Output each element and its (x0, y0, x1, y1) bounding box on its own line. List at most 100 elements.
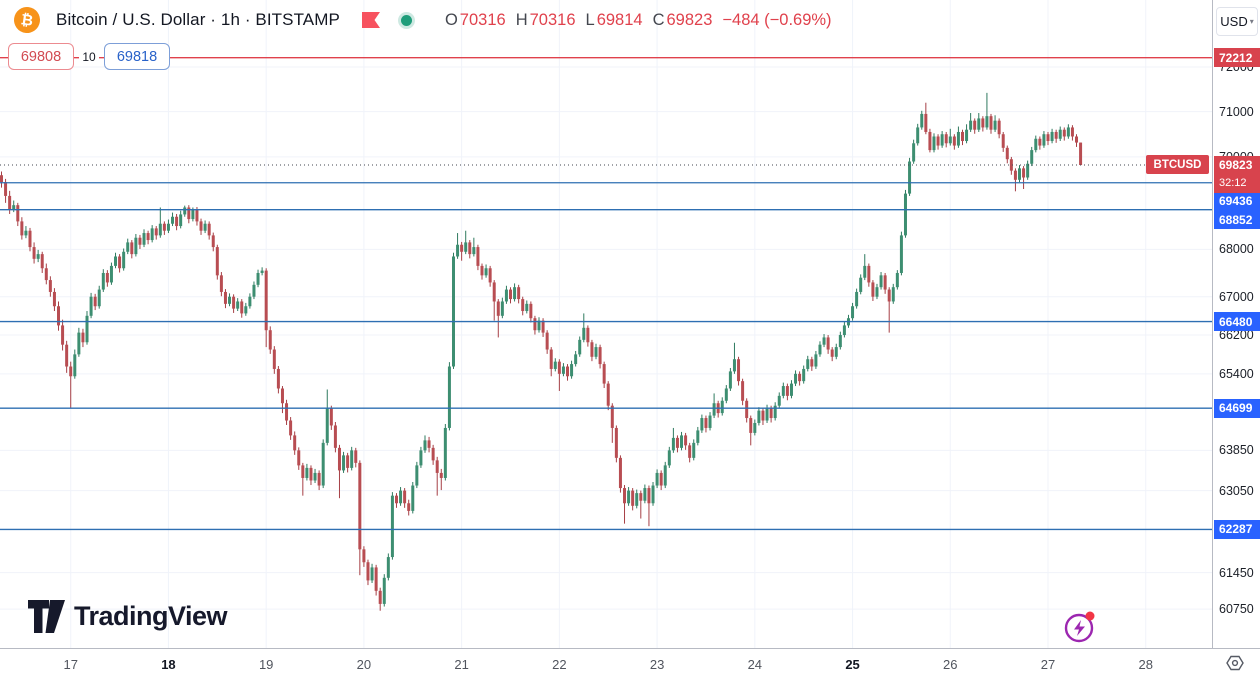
candle-body (525, 303, 529, 312)
open-value: 70316 (459, 10, 506, 29)
candle-body (1070, 127, 1074, 137)
candle-body (374, 567, 378, 591)
candle-body (333, 425, 337, 448)
price-tick-label: 60750 (1219, 602, 1254, 617)
candle-body (244, 306, 248, 314)
time-tick-label: 28 (1138, 657, 1153, 672)
time-tick-label: 26 (943, 657, 958, 672)
candle-body (114, 256, 118, 266)
low-label: L (585, 10, 595, 29)
tradingview-logo[interactable]: TradingView (28, 600, 228, 633)
candle-body (101, 272, 105, 290)
candle-body (614, 427, 618, 458)
candle-body (623, 488, 627, 504)
flag-icon[interactable] (361, 12, 380, 28)
candle-body (77, 332, 81, 355)
candle-body (651, 485, 655, 504)
symbol-title[interactable]: Bitcoin / U.S. Dollar · 1h · BITSTAMP (56, 10, 340, 29)
candle-body (297, 450, 301, 466)
candle-body (1013, 170, 1017, 180)
buy-price-button[interactable]: 69818 (104, 43, 170, 70)
candle-body (191, 209, 195, 220)
candle-body (602, 364, 606, 384)
price-line-label: 66480 (1214, 312, 1260, 332)
candle-body (1005, 147, 1009, 160)
candle-body (260, 270, 264, 273)
time-tick-label: 18 (161, 657, 176, 672)
candle-body (215, 247, 219, 276)
candle-body (675, 437, 679, 448)
candle-body (557, 361, 561, 374)
candle-body (272, 349, 276, 369)
candle-body (960, 131, 964, 142)
candle-body (708, 415, 712, 428)
candle-body (28, 230, 32, 248)
time-tick-label: 21 (454, 657, 469, 672)
candle-body (134, 237, 138, 255)
candle-body (838, 335, 842, 348)
candle-body (639, 493, 643, 501)
time-tick-label: 19 (258, 657, 274, 672)
candle-body (822, 337, 826, 345)
price-tick-label: 61450 (1219, 565, 1254, 580)
candle-body (460, 244, 464, 252)
current-price-label: 69823 32:12 (1214, 155, 1260, 193)
candlestick-chart-canvas[interactable] (0, 0, 1212, 648)
time-axis[interactable]: 17 18 19 20 21 22 23 24 25 26 27 28 (0, 648, 1260, 678)
candle-body (533, 318, 537, 331)
candle-body (354, 450, 358, 463)
candle-body (696, 430, 700, 443)
candle-body (741, 381, 745, 401)
chart-legend: ₿ Bitcoin / U.S. Dollar · 1h · BITSTAMP … (12, 5, 832, 35)
candle-body (415, 465, 419, 486)
currency-unit-button[interactable]: USD ▾ (1216, 7, 1258, 36)
candle-body (439, 472, 443, 478)
price-axis[interactable]: 7200071000700006800067000662006540063850… (1212, 0, 1260, 648)
candle-body (700, 418, 704, 431)
candle-body (749, 418, 753, 433)
candle-body (378, 590, 382, 604)
time-tick-label: 27 (1040, 657, 1056, 672)
price-line-label: 69436 (1214, 191, 1260, 210)
time-tick-label: 17 (63, 657, 78, 672)
sell-price-button[interactable]: 69808 (8, 43, 74, 70)
spread-value: 10 (74, 48, 104, 65)
instant-order-lightning-button[interactable] (1061, 608, 1099, 651)
candle-body (891, 287, 895, 302)
candle-body (712, 403, 716, 416)
candle-body (944, 134, 948, 144)
candle-body (663, 465, 667, 486)
candle-body (570, 364, 574, 377)
low-value: 69814 (596, 10, 643, 29)
candle-body (932, 136, 936, 151)
candle-body (851, 306, 855, 319)
candle-body (362, 549, 366, 563)
chevron-down-icon: ▾ (1249, 17, 1254, 26)
high-label: H (515, 10, 528, 29)
candle-body (264, 270, 268, 331)
candle-body (158, 223, 162, 236)
candle-body (598, 347, 602, 365)
candle-body (859, 277, 863, 292)
price-line-label: 64699 (1214, 398, 1260, 418)
time-tick-label: 22 (552, 657, 567, 672)
candle-body (574, 354, 578, 365)
candle-body (1042, 134, 1046, 146)
candle-body (228, 296, 232, 304)
candle-body (761, 410, 765, 421)
candle-body (594, 347, 598, 357)
market-status-dot-icon[interactable] (397, 11, 415, 29)
candle-body (916, 127, 920, 144)
price-tick-label: 67000 (1219, 289, 1254, 304)
axis-settings-gear-icon[interactable] (1225, 653, 1245, 678)
candle-body (464, 242, 468, 252)
candle-body (973, 120, 977, 130)
candle-body (69, 366, 73, 377)
candle-body (407, 503, 411, 511)
candle-body (529, 303, 533, 319)
candle-body (1034, 138, 1038, 151)
candle-body (720, 400, 724, 414)
candle-body (765, 408, 769, 421)
candle-body (366, 562, 370, 581)
